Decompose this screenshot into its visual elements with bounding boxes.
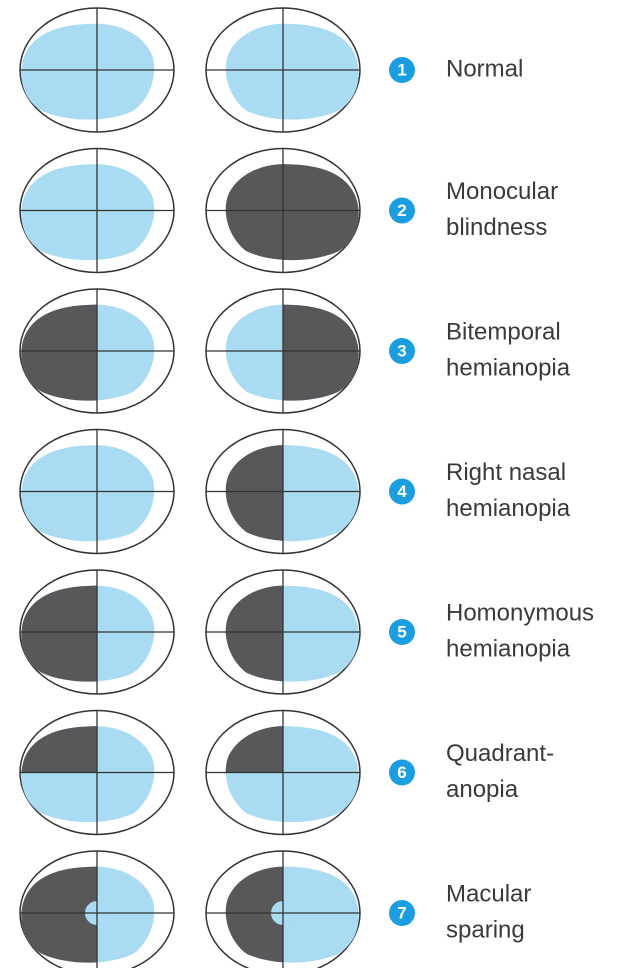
seen-area [21,445,155,542]
label: Quadrant- [446,740,554,767]
blind-area-group [225,866,283,963]
badge [389,338,415,364]
label: anopia [446,776,519,803]
visual-field [205,709,361,836]
badge [389,478,415,505]
blind-area-group [283,304,359,401]
blind-area [225,866,283,963]
blind-area-group [225,585,283,682]
badge [389,759,415,786]
badge-number: 1 [397,60,406,79]
badge [389,197,415,224]
label: hemianopia [446,354,571,381]
visual-field [19,147,175,274]
visual-field [205,428,361,555]
label: Monocular [446,178,558,205]
label: sparing [446,916,525,943]
blind-area-group [21,866,97,963]
label: blindness [446,214,547,241]
badge-number: 3 [397,341,406,360]
blind-area-group [21,585,97,682]
seen-area [21,164,155,261]
blind-area [21,585,97,682]
blind-area [21,726,97,773]
visual-field [205,288,361,414]
badge-number: 7 [397,903,406,922]
visual-field [19,288,175,414]
blind-area [21,866,97,963]
label: hemianopia [446,495,571,522]
badge-number: 4 [397,482,407,501]
visual-field [19,428,175,555]
visual-field [19,569,175,695]
visual-field [205,850,361,968]
visual-field [19,850,175,968]
label: Normal [446,55,523,82]
blind-area-group [225,726,283,773]
blind-area [225,445,283,541]
badge [389,900,415,926]
blind-area [225,585,283,682]
badge [389,57,415,83]
badge-number: 2 [397,201,406,220]
blind-area [225,164,359,261]
blind-area [283,304,359,401]
visual-field [205,7,361,133]
label: Right nasal [446,459,566,486]
blind-area-group [225,164,359,261]
visual-field [205,569,361,695]
badge-number: 5 [397,622,406,641]
label: Bitemporal [446,318,561,345]
blind-area-group [225,445,283,541]
blind-area [21,304,97,401]
seen-area [21,23,155,120]
blind-area [225,726,283,773]
blind-area-group [21,304,97,401]
badge [389,619,415,645]
visual-field [19,7,175,133]
label: Homonymous [446,599,594,626]
label: Macular [446,880,531,907]
seen-area [225,23,359,120]
visual-field [205,147,361,274]
label: hemianopia [446,635,571,662]
visual-field [19,709,175,836]
blind-area-group [21,726,97,773]
badge-number: 6 [397,763,406,782]
